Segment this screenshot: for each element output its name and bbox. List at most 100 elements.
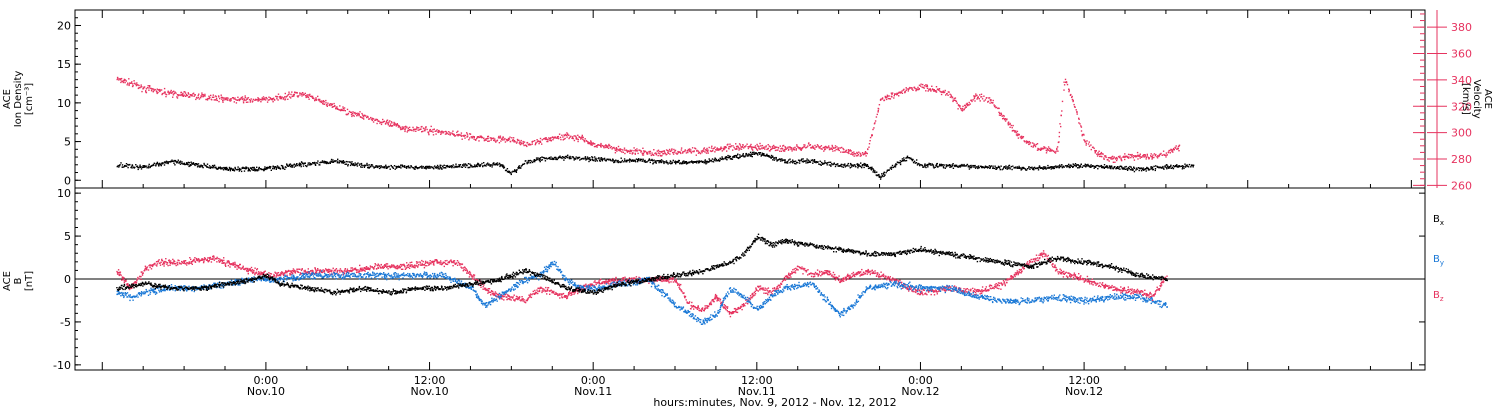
density-point [927,166,929,168]
velocity-point [677,152,679,154]
bz-point [321,271,324,274]
velocity-point [230,98,232,100]
density-point [553,157,555,160]
velocity-point [668,150,670,152]
density-point [245,167,248,170]
density-point [417,167,419,169]
velocity-point [688,149,690,151]
velocity-point [684,150,686,152]
velocity-point [654,152,656,155]
velocity-point [210,94,212,97]
bz-point [159,264,162,266]
density-point [948,164,950,167]
density-point [716,160,718,162]
velocity-point [485,139,487,141]
density-point [517,167,519,169]
velocity-point [408,129,411,131]
velocity-point [394,122,396,125]
velocity-point [1028,141,1030,143]
density-point [495,162,497,165]
density-point [1147,167,1149,169]
bz-point [494,291,497,293]
density-point [439,166,441,168]
velocity-point [366,115,369,118]
density-point [1079,166,1082,168]
velocity-point [119,78,122,80]
density-point [683,160,685,162]
velocity-point [233,101,235,103]
density-point [637,158,640,160]
velocity-point [323,101,325,103]
density-point [270,169,272,171]
density-point [857,164,859,167]
bz-point [123,281,126,284]
density-point [477,163,480,165]
velocity-point [834,147,836,149]
density-point [808,160,811,162]
velocity-point [284,92,286,95]
density-point [736,155,738,157]
velocity-point [278,96,280,98]
velocity-point [730,145,732,147]
velocity-point [224,98,227,101]
density-point [286,163,288,165]
velocity-point [271,99,274,101]
bz-point [464,269,467,272]
velocity-point [709,150,712,152]
density-point [178,162,180,164]
bz-point [323,271,326,273]
density-point [862,164,865,166]
bz-point [176,261,178,264]
velocity-point [520,139,522,142]
bz-point [537,290,539,293]
bz-point [313,273,315,275]
velocity-point [1072,100,1074,103]
velocity-point [661,151,663,153]
velocity-point [382,121,385,123]
velocity-point [445,131,448,133]
velocity-point [176,94,179,96]
bz-point [485,287,487,290]
density-point [728,156,731,159]
velocity-point [303,93,305,96]
bz-point [289,270,292,272]
bz-point [405,267,407,270]
bz-point [291,272,294,275]
density-point [441,168,443,170]
density-point [462,164,464,166]
velocity-point [1040,147,1042,149]
velocity-point [909,87,911,89]
velocity-point [633,147,635,149]
density-point [308,162,311,164]
velocity-point [795,148,797,150]
velocity-point [814,144,816,147]
bz-point [432,260,435,263]
velocity-point [368,118,370,120]
density-point [819,160,821,162]
velocity-point [369,118,371,120]
velocity-point [520,141,522,144]
velocity-point [620,148,622,151]
velocity-point [967,104,969,106]
velocity-point [1100,151,1103,154]
velocity-point [153,89,156,91]
bz-point [260,271,262,273]
velocity-point [628,150,631,153]
bz-point [458,263,460,265]
density-point [139,165,141,168]
velocity-point [432,131,434,133]
bz-point [224,263,227,265]
density-point [613,160,615,162]
density-point [849,167,851,169]
velocity-point [1096,155,1099,157]
density-point [932,164,935,166]
density-point [488,163,490,165]
density-point [749,151,752,154]
density-point [563,156,565,158]
velocity-point [504,137,506,140]
density-point [383,165,385,168]
velocity-point [169,91,171,93]
bz-point [232,262,234,264]
velocity-point [1041,148,1043,150]
density-point [1175,165,1178,167]
